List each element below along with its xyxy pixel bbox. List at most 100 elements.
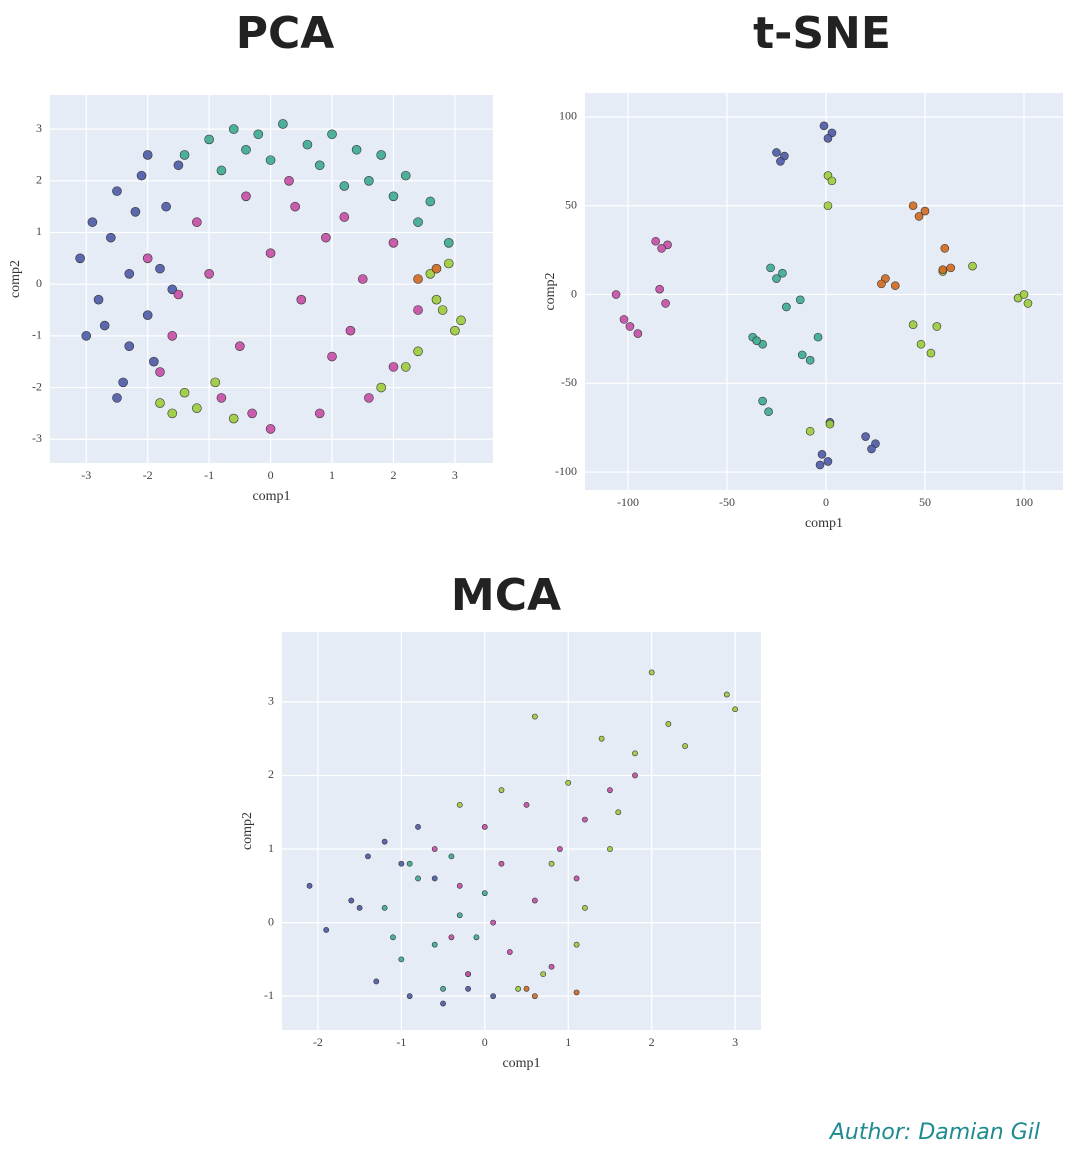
point <box>582 904 588 911</box>
chart-title: t-SNE <box>753 8 891 59</box>
point <box>682 743 688 749</box>
point <box>192 403 202 414</box>
point <box>766 263 775 273</box>
y-tick-label: 0 <box>36 276 42 290</box>
point <box>548 963 555 970</box>
chart-title: MCA <box>451 570 561 621</box>
point <box>204 134 214 145</box>
point <box>448 853 455 860</box>
point <box>87 217 98 227</box>
point <box>655 284 664 294</box>
x-tick-label: -2 <box>313 1035 323 1049</box>
point <box>351 144 362 155</box>
point <box>364 393 374 403</box>
point <box>142 310 153 320</box>
y-tick-label: 2 <box>36 173 42 187</box>
point <box>124 269 135 279</box>
point <box>124 341 135 351</box>
point <box>388 362 399 372</box>
point <box>155 398 165 408</box>
point <box>173 289 184 300</box>
point <box>772 148 781 157</box>
point <box>314 408 325 419</box>
y-axis-label: comp2 <box>8 260 23 298</box>
point <box>920 206 930 216</box>
point <box>1019 290 1029 299</box>
plot-area <box>50 95 493 463</box>
point <box>723 691 730 698</box>
point <box>797 350 807 360</box>
y-tick-label: 50 <box>565 197 577 211</box>
x-tick-label: -1 <box>396 1035 406 1049</box>
y-tick-label: -100 <box>555 464 577 478</box>
point <box>364 175 374 186</box>
point <box>440 1000 446 1007</box>
y-tick-label: -1 <box>264 988 274 1002</box>
x-tick-label: -50 <box>719 495 735 509</box>
point <box>619 315 629 324</box>
point <box>235 341 245 351</box>
point <box>265 155 276 165</box>
point <box>823 133 833 143</box>
point <box>167 408 178 419</box>
point <box>861 432 870 441</box>
point <box>448 934 455 941</box>
point <box>827 176 837 186</box>
point <box>284 175 294 186</box>
point <box>598 735 605 742</box>
point <box>339 181 350 191</box>
point <box>515 985 522 992</box>
point <box>431 941 438 948</box>
point <box>431 875 438 882</box>
x-tick-label: 50 <box>919 495 931 509</box>
point <box>823 201 833 211</box>
point <box>632 772 638 779</box>
x-tick-label: -2 <box>143 468 153 482</box>
point <box>216 165 227 176</box>
point <box>388 238 399 248</box>
point <box>112 186 122 196</box>
point <box>890 281 900 290</box>
point <box>210 377 221 388</box>
point <box>632 750 638 757</box>
y-tick-label: -2 <box>32 379 42 393</box>
point <box>431 846 438 852</box>
point <box>776 157 785 166</box>
y-axis-label: comp2 <box>240 812 255 850</box>
point <box>406 993 413 1000</box>
point <box>531 897 538 904</box>
author: Author: Damian Gil <box>828 1120 1040 1145</box>
point <box>327 351 337 362</box>
point <box>388 191 399 202</box>
point <box>376 382 386 393</box>
point <box>823 457 833 466</box>
point <box>376 150 386 160</box>
point <box>431 294 442 305</box>
x-tick-label: -3 <box>81 468 91 482</box>
x-tick-label: 0 <box>268 468 274 482</box>
point <box>916 339 926 349</box>
point <box>167 331 178 341</box>
point <box>155 263 165 274</box>
point <box>615 809 622 816</box>
point <box>506 949 513 955</box>
point <box>302 139 313 150</box>
point <box>381 838 388 845</box>
point <box>265 424 276 434</box>
point <box>657 244 666 253</box>
point <box>946 263 956 273</box>
x-tick-label: 1 <box>565 1035 571 1049</box>
point <box>228 124 239 134</box>
point <box>179 150 190 160</box>
point <box>456 801 463 808</box>
x-tick-label: 3 <box>732 1035 738 1049</box>
point <box>142 150 153 160</box>
point <box>400 170 411 181</box>
point <box>149 356 159 367</box>
y-tick-label: 3 <box>36 121 42 135</box>
point <box>413 346 423 357</box>
point <box>523 985 530 992</box>
point <box>356 904 363 911</box>
point <box>531 713 538 720</box>
